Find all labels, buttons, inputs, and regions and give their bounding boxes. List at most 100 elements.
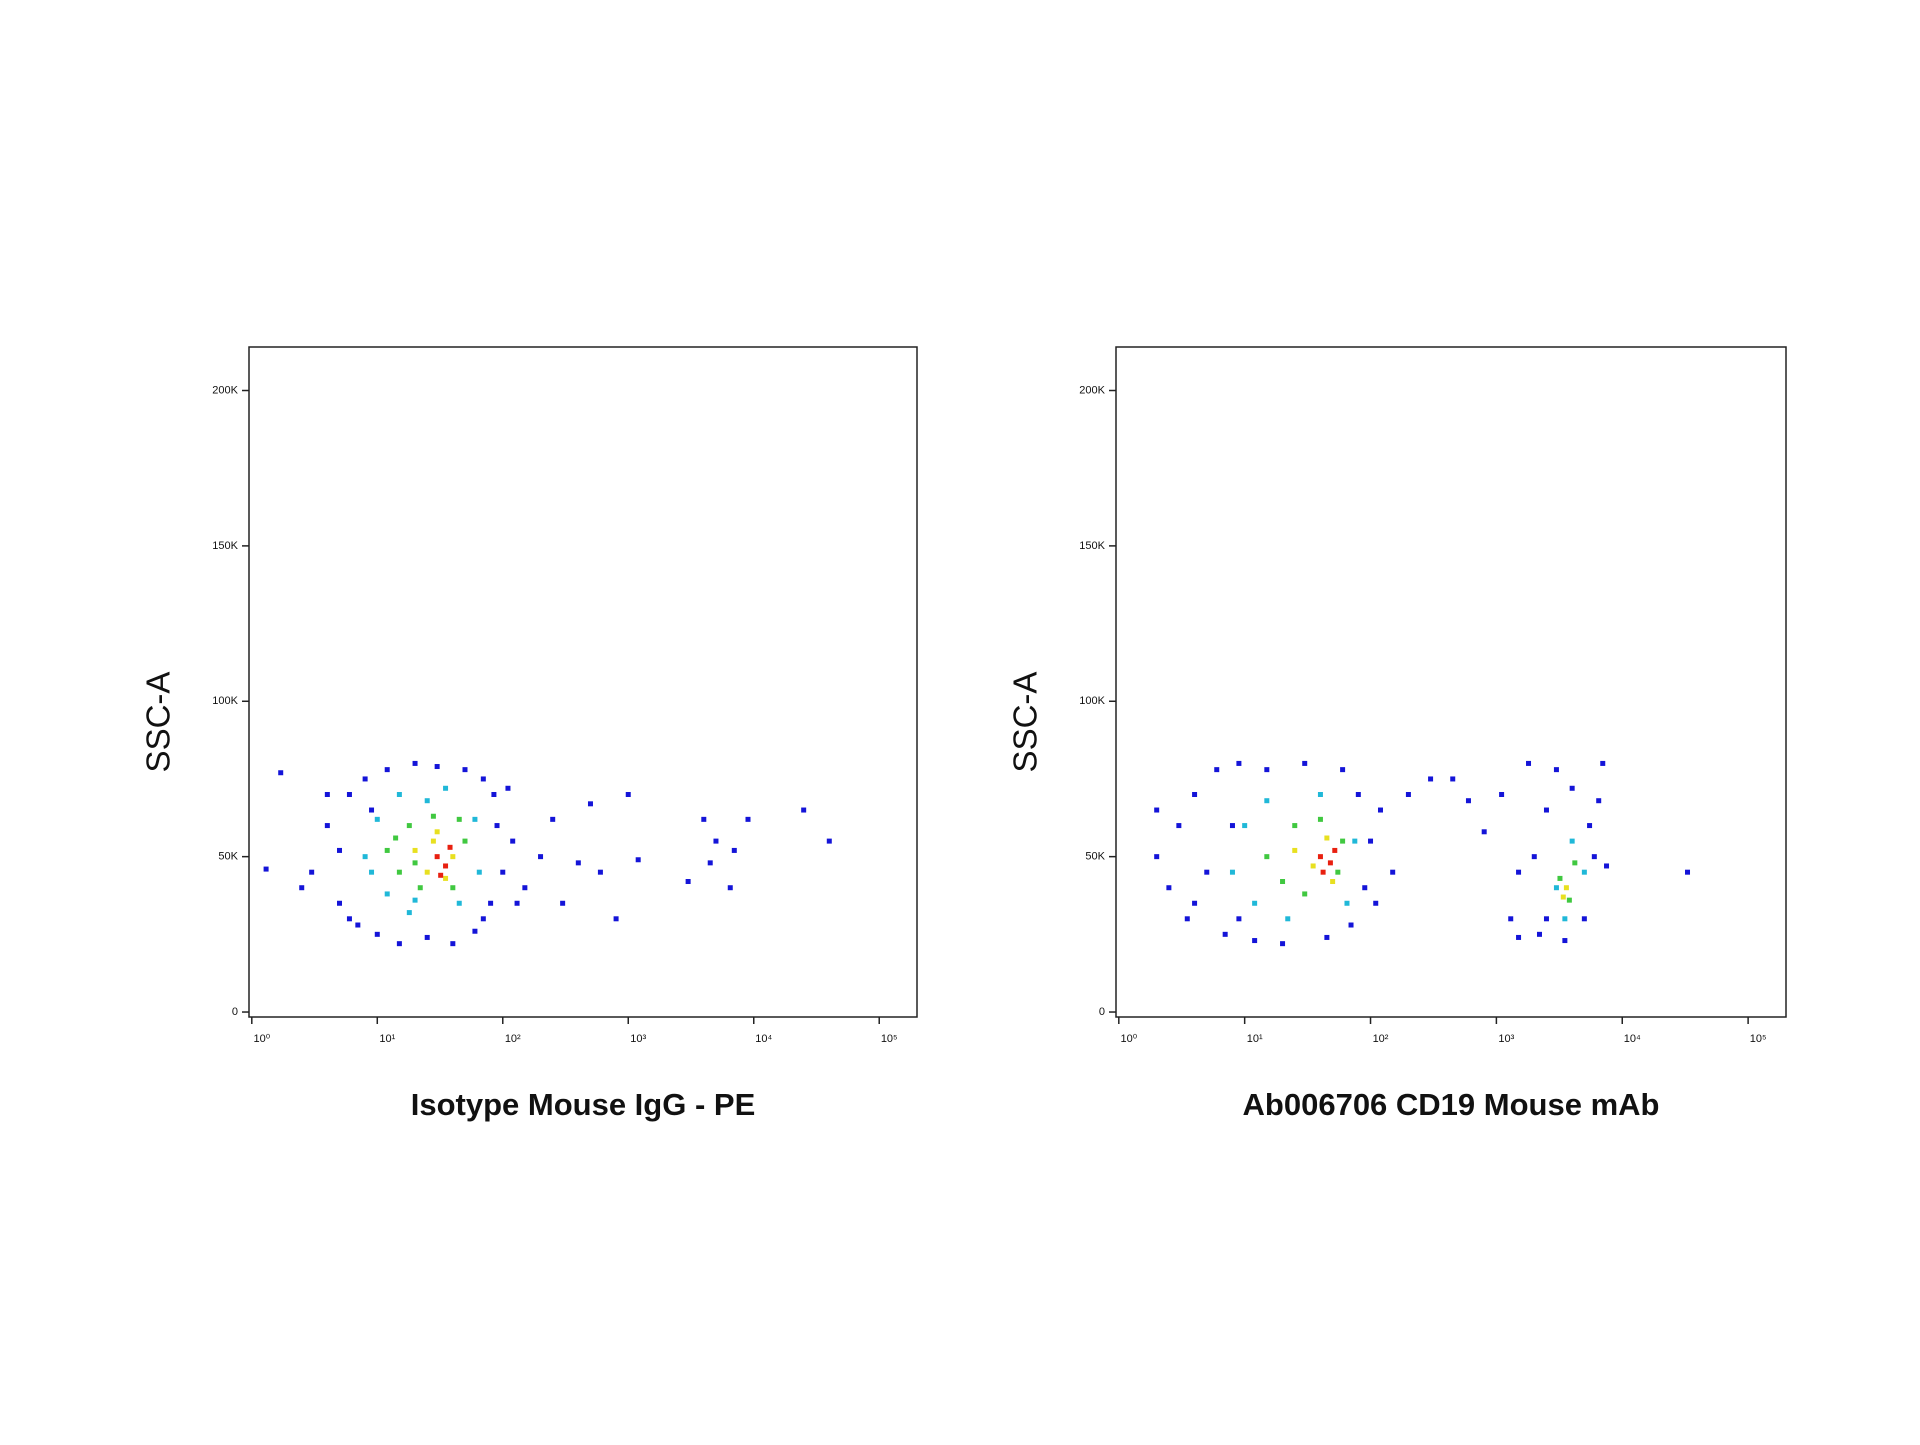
point (1562, 916, 1568, 922)
point (1572, 860, 1578, 866)
point (1536, 931, 1542, 937)
point (1465, 798, 1471, 804)
point (450, 854, 456, 860)
y-tick-label: 200K (212, 384, 238, 396)
point (1352, 838, 1358, 844)
point (1405, 791, 1411, 797)
point (1330, 879, 1336, 885)
point (1332, 847, 1338, 853)
point (597, 869, 603, 875)
point (727, 885, 733, 891)
point (1327, 860, 1333, 866)
point (505, 785, 511, 791)
point (1280, 941, 1286, 947)
point (346, 916, 352, 922)
point (396, 791, 402, 797)
point (443, 863, 449, 869)
point (1543, 916, 1549, 922)
y-tick-label: 0 (232, 1006, 238, 1018)
point (1591, 854, 1597, 860)
point (550, 816, 556, 822)
point (434, 829, 440, 835)
point (1600, 760, 1606, 766)
point (278, 770, 284, 776)
plot-frame (1115, 346, 1787, 1018)
point (1481, 829, 1487, 835)
point (1340, 767, 1346, 773)
point (412, 760, 418, 766)
point (1531, 854, 1537, 860)
point (434, 764, 440, 770)
point (1335, 869, 1341, 875)
point (1252, 938, 1258, 944)
y-axis-label: SSC-A (140, 672, 177, 773)
y-axis-label: SSC-A (1007, 672, 1044, 773)
point (443, 875, 449, 881)
point (1264, 767, 1270, 773)
point (1310, 863, 1316, 869)
x-tick-label: 10⁵ (1750, 1033, 1767, 1045)
point (337, 847, 343, 853)
point (1499, 791, 1505, 797)
point (613, 916, 619, 922)
point (430, 838, 436, 844)
point (337, 900, 343, 906)
x-tick-label: 10² (1373, 1033, 1389, 1045)
point (1285, 916, 1291, 922)
point (1236, 760, 1242, 766)
point (1377, 807, 1383, 813)
point (480, 776, 486, 782)
point (713, 838, 719, 844)
point (424, 798, 430, 804)
y-tick-label: 200K (1079, 384, 1105, 396)
point (384, 847, 390, 853)
x-tick-label: 10¹ (1247, 1033, 1263, 1045)
point (1229, 823, 1235, 829)
point (412, 897, 418, 903)
point (1236, 916, 1242, 922)
point (462, 838, 468, 844)
point (1184, 916, 1190, 922)
point (456, 816, 462, 822)
point (443, 785, 449, 791)
point (1362, 885, 1368, 891)
x-tick-label: 10⁵ (881, 1033, 898, 1045)
point (1166, 885, 1172, 891)
point (707, 860, 713, 866)
point (472, 816, 478, 822)
point (434, 854, 440, 860)
point (1302, 760, 1308, 766)
point (406, 823, 412, 829)
point (1553, 767, 1559, 773)
x-tick-label: 10⁴ (755, 1033, 772, 1045)
point (1390, 869, 1396, 875)
point (1317, 791, 1323, 797)
y-tick-label: 150K (212, 540, 238, 552)
point (575, 860, 581, 866)
point (384, 767, 390, 773)
point (1560, 894, 1566, 900)
point (417, 885, 423, 891)
point (587, 801, 593, 807)
point (412, 860, 418, 866)
point (424, 869, 430, 875)
point (1154, 854, 1160, 860)
point (406, 910, 412, 916)
point (396, 941, 402, 947)
point (1292, 823, 1298, 829)
point (1685, 869, 1691, 875)
point (1192, 900, 1198, 906)
point (1557, 875, 1563, 881)
point (1587, 823, 1593, 829)
x-tick-label: 10² (505, 1033, 521, 1045)
point (450, 885, 456, 891)
point (1176, 823, 1182, 829)
x-axis-label: Isotype Mouse IgG - PE (411, 1087, 756, 1122)
y-tick-label: 100K (1079, 695, 1105, 707)
x-tick-label: 10⁰ (253, 1033, 270, 1045)
y-tick-label: 150K (1079, 540, 1105, 552)
point (324, 823, 330, 829)
point (1355, 791, 1361, 797)
point (514, 900, 520, 906)
